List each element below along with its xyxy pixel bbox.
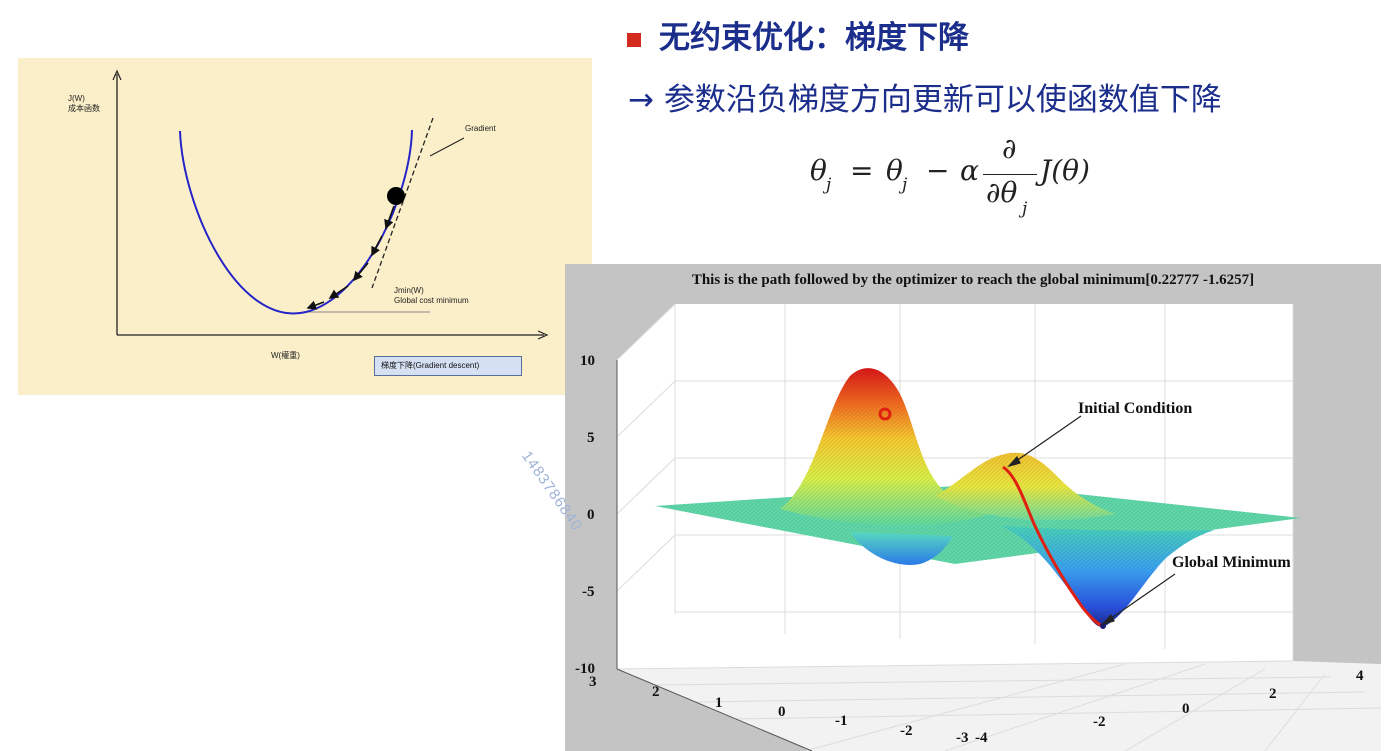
global-minimum-arrow xyxy=(1102,573,1176,625)
y-tick-neg1: -1 xyxy=(835,713,848,729)
formula-den-sub: j xyxy=(1022,199,1028,219)
formula-rhs-sub: j xyxy=(902,175,908,195)
ball-marker xyxy=(387,187,405,205)
surface-valley-small xyxy=(850,532,953,565)
gradient-descent-button[interactable]: 梯度下降(Gradient descent) xyxy=(374,356,522,376)
surface-plot-svg xyxy=(616,303,1381,751)
global-minimum-marker xyxy=(1100,623,1106,629)
y-axis-arrow-icon xyxy=(112,69,122,81)
x-tick-neg4: -4 xyxy=(975,730,988,746)
formula-fraction-bar xyxy=(983,174,1037,175)
bullet-square-icon xyxy=(627,33,641,47)
y-tick-3: 3 xyxy=(589,674,597,690)
formula-equals: = xyxy=(850,154,874,187)
surface-plot-panel: This is the path followed by the optimiz… xyxy=(565,264,1381,751)
minimum-label-line2: Global cost minimum xyxy=(394,296,469,305)
x-axis-arrow-icon xyxy=(537,330,549,340)
plot-title: This is the path followed by the optimiz… xyxy=(691,272,1255,288)
z-tick-neg10: -10 xyxy=(575,661,595,677)
x-tick-2: 2 xyxy=(1269,686,1277,702)
z-tick-5: 5 xyxy=(587,430,595,446)
formula-minus: − xyxy=(926,154,950,187)
z-tick-10: 10 xyxy=(580,353,595,369)
y-tick-1: 1 xyxy=(715,695,723,711)
minimum-label: Jmin(W) Global cost minimum xyxy=(394,286,469,306)
y-tick-neg3: -3 xyxy=(956,730,969,746)
minimum-label-line1: Jmin(W) xyxy=(394,286,424,295)
y-tick-2: 2 xyxy=(652,684,660,700)
formula-rhs-theta: θ xyxy=(886,154,903,187)
initial-condition-label: Initial Condition xyxy=(1078,400,1193,417)
initial-point-marker xyxy=(878,407,892,421)
descent-arrows xyxy=(306,205,395,310)
y-tick-neg2: -2 xyxy=(900,723,913,739)
update-formula: θ j = θ j − α ∂ ∂θ j J(θ) xyxy=(810,128,1130,228)
initial-condition-arrow xyxy=(1008,415,1082,467)
gradient-descent-figure: J(W) 成本函数 Gradient Jmin(W) Global cost m… xyxy=(18,58,592,395)
y-axis-label: J(W) 成本函数 xyxy=(68,94,100,114)
x-tick-4: 4 xyxy=(1356,668,1364,684)
formula-lhs-sub: j xyxy=(826,175,832,195)
gradient-label: Gradient xyxy=(465,124,496,133)
page-title: 无约束优化：梯度下降 xyxy=(659,20,969,56)
gradient-descent-diagram xyxy=(112,69,549,340)
formula-function: J(θ) xyxy=(1040,154,1090,187)
page-subtitle: → 参数沿负梯度方向更新可以使函数值下降 xyxy=(628,82,1222,118)
x-tick-neg2: -2 xyxy=(1093,714,1106,730)
optimizer-path xyxy=(1002,465,1104,628)
y-axis-label-line2: 成本函数 xyxy=(68,104,100,113)
formula-lhs: θ xyxy=(810,154,827,187)
formula-alpha: α xyxy=(960,154,979,187)
global-minimum-label: Global Minimum xyxy=(1172,554,1291,571)
z-tick-0: 0 xyxy=(587,507,595,523)
formula-numerator: ∂ xyxy=(1002,132,1017,165)
x-axis-label: W(權重) xyxy=(271,351,300,360)
surface-mesh xyxy=(655,368,1301,627)
cost-curve xyxy=(179,129,413,315)
x-tick-0: 0 xyxy=(1182,701,1190,717)
y-axis-label-line1: J(W) xyxy=(68,94,85,103)
formula-denominator: ∂θ xyxy=(986,176,1018,209)
gradient-pointer-line xyxy=(429,137,465,157)
z-tick-neg5: -5 xyxy=(582,584,595,600)
y-tick-0: 0 xyxy=(778,704,786,720)
gradient-tangent-line xyxy=(371,117,434,289)
